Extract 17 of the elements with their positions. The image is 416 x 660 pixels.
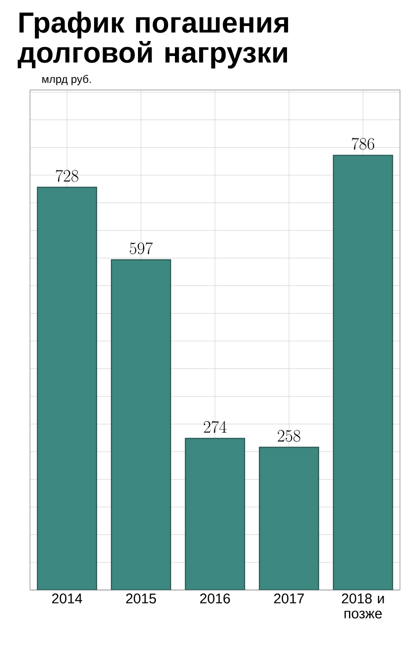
x-tick-label: 2015 [126, 594, 156, 604]
bar [111, 260, 171, 590]
x-tick-label: 2018 и позже [342, 594, 384, 618]
x-tick-label: 2016 [200, 594, 230, 604]
chart-subtitle: млрд руб. [42, 74, 91, 86]
data-label: 786 [352, 138, 374, 150]
bar [332, 154, 394, 590]
data-label: 274 [204, 420, 227, 433]
data-label: 728 [56, 170, 78, 182]
chart-title: График погашения долговой нагрузки [18, 12, 288, 69]
bar [259, 447, 319, 590]
data-label: 597 [130, 242, 153, 254]
bar [185, 438, 245, 590]
data-label: 258 [278, 430, 300, 442]
x-tick-label: 2014 [52, 594, 82, 604]
bar [37, 187, 97, 590]
x-tick-label: 2017 [274, 594, 304, 604]
